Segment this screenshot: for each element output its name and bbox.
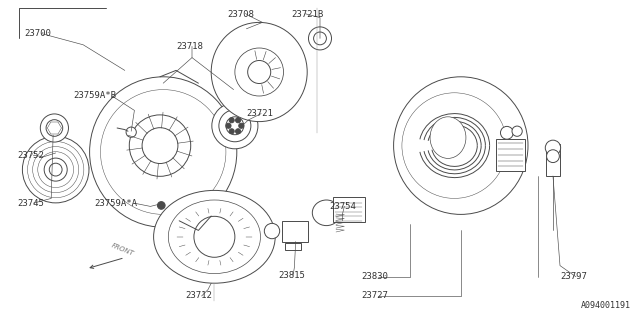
Text: 23721B: 23721B	[291, 10, 323, 19]
Ellipse shape	[236, 129, 241, 134]
Ellipse shape	[248, 60, 271, 84]
Bar	[546, 144, 560, 176]
Ellipse shape	[235, 48, 284, 96]
Ellipse shape	[547, 150, 559, 163]
Text: A094001191: A094001191	[580, 301, 630, 310]
Ellipse shape	[236, 118, 241, 123]
Ellipse shape	[211, 22, 307, 122]
Ellipse shape	[142, 128, 178, 164]
Ellipse shape	[129, 115, 191, 176]
Text: 23815: 23815	[278, 271, 305, 280]
Ellipse shape	[308, 27, 332, 50]
Text: 23797: 23797	[560, 272, 587, 281]
Text: 23708: 23708	[227, 10, 254, 19]
Text: 23700: 23700	[24, 29, 51, 38]
Text: 23718: 23718	[176, 42, 203, 51]
Ellipse shape	[157, 202, 165, 209]
Ellipse shape	[430, 117, 466, 158]
Text: 23752: 23752	[17, 151, 44, 160]
Ellipse shape	[226, 123, 231, 128]
Ellipse shape	[402, 93, 507, 198]
Ellipse shape	[545, 140, 561, 156]
Text: 23745: 23745	[17, 199, 44, 208]
Ellipse shape	[239, 123, 244, 128]
Ellipse shape	[512, 126, 522, 136]
Ellipse shape	[194, 216, 235, 257]
Ellipse shape	[40, 114, 68, 142]
Text: 23727: 23727	[362, 292, 388, 300]
Text: 23759A*B: 23759A*B	[74, 92, 116, 100]
Ellipse shape	[229, 118, 234, 123]
Ellipse shape	[500, 126, 513, 139]
Ellipse shape	[126, 127, 136, 137]
Ellipse shape	[312, 200, 340, 226]
Ellipse shape	[168, 200, 260, 274]
Bar	[333, 197, 365, 222]
Bar	[285, 243, 301, 250]
Ellipse shape	[90, 77, 237, 227]
Text: 23830: 23830	[362, 272, 388, 281]
Text: 23721: 23721	[246, 109, 273, 118]
Bar	[282, 221, 308, 242]
Ellipse shape	[394, 77, 528, 214]
Text: 23754: 23754	[330, 202, 356, 211]
Ellipse shape	[219, 110, 251, 142]
Ellipse shape	[22, 136, 89, 203]
Ellipse shape	[212, 103, 258, 149]
Ellipse shape	[229, 129, 234, 134]
Text: 23712: 23712	[186, 292, 212, 300]
Text: FRONT: FRONT	[110, 243, 134, 257]
Ellipse shape	[44, 158, 67, 181]
Text: 23759A*A: 23759A*A	[95, 199, 138, 208]
Ellipse shape	[264, 223, 280, 239]
Bar	[496, 139, 525, 171]
Ellipse shape	[154, 190, 275, 283]
